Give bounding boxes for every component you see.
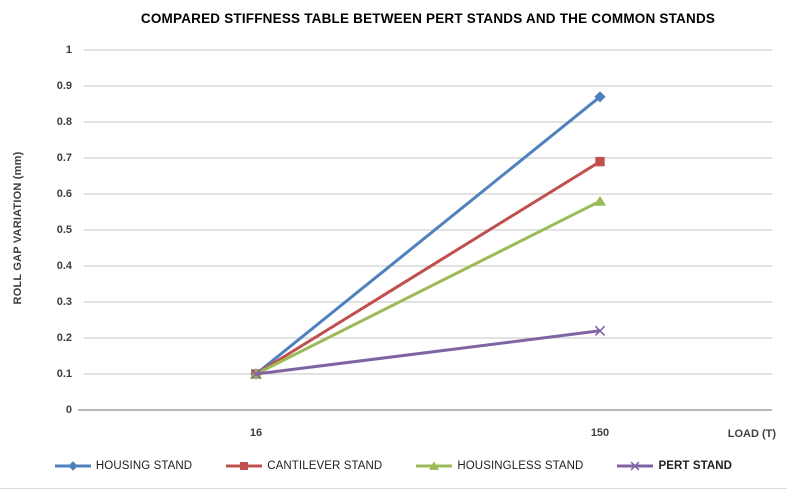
x-axis-title: LOAD (T) [727,428,776,440]
legend-label: PERT STAND [658,460,733,472]
triangle-marker-icon [429,461,440,470]
y-tick-label: 0.4 [56,260,72,272]
diamond-marker-icon [594,91,606,103]
y-tick-label: 0.2 [56,332,72,344]
y-tick-label: 0.8 [56,116,72,128]
series-pert-stand [250,325,606,380]
legend-item-cantilever-stand: CANTILEVER STAND [226,460,382,472]
y-tick-label: 0.1 [56,368,72,380]
legend-item-housing-stand: HOUSING STAND [54,460,193,472]
legend-swatch-icon [416,461,453,470]
series-cantilever-stand [251,156,605,379]
legend-label: HOUSING STAND [95,460,193,472]
y-tick-label: 1 [65,44,72,56]
y-tick-label: 0.5 [56,224,72,236]
series-line [255,160,601,376]
series-line [255,199,601,376]
triangle-marker-icon [594,195,606,206]
x-marker-icon [630,461,640,471]
legend-item-pert-stand: PERT STAND [617,460,732,472]
legend: HOUSING STAND CANTILEVER STAND HOUSINGLESS… [0,455,787,477]
y-tick-label: 0.6 [56,188,72,200]
x-marker-icon [250,368,262,380]
y-tick-label: 0.3 [56,296,72,308]
x-marker-icon [594,325,606,336]
square-marker-icon [240,462,249,470]
y-tick-label: 0.7 [56,152,72,164]
legend-item-housingless-stand: HOUSINGLESS STAND [416,460,583,472]
square-marker-icon [595,156,605,167]
series-line [255,95,601,376]
chart-title: COMPARED STIFFNESS TABLE BETWEEN PERT ST… [140,11,716,26]
legend-swatch-icon [226,462,263,470]
series-line [255,329,601,376]
legend-swatch-icon [617,461,654,471]
y-tick-label: 0.9 [56,80,72,92]
legend-label: CANTILEVER STAND [267,460,383,472]
x-tick-label: 16 [249,427,263,439]
legend-label: HOUSINGLESS STAND [457,460,584,472]
legend-swatch-icon [54,461,91,471]
x-tick-label: 150 [590,427,610,439]
y-tick-label: 0 [65,404,72,416]
diamond-marker-icon [68,461,78,471]
